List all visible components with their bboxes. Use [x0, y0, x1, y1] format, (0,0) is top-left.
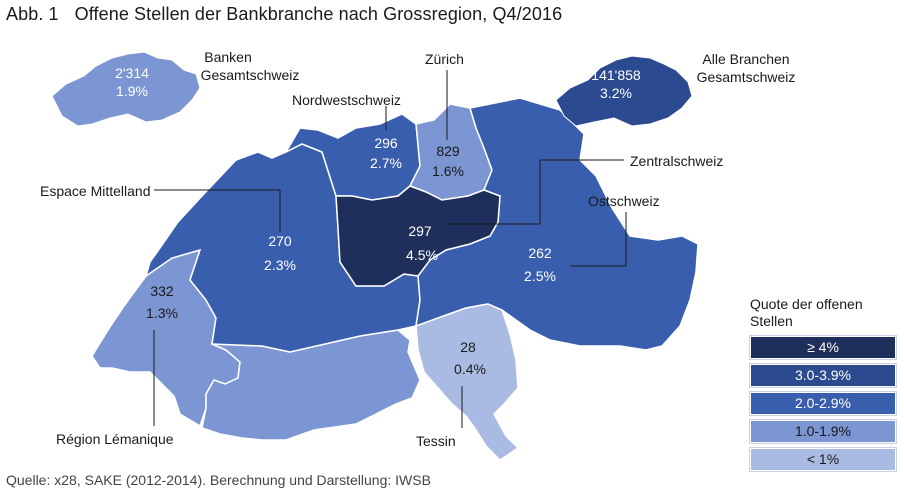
inset-banken-title-2: Gesamtschweiz	[201, 67, 300, 83]
legend-item-3-39: 3.0-3.9%	[749, 363, 897, 388]
inset-banken-map	[51, 51, 201, 127]
label-zentralschweiz: Zentralschweiz	[630, 153, 723, 169]
legend-item-2-29: 2.0-2.9%	[749, 391, 897, 416]
legend: Quote der offenen Stellen ≥ 4% 3.0-3.9% …	[749, 296, 897, 476]
inset-alle-count: 141'858	[591, 67, 641, 83]
label-nordwestschweiz: Nordwestschweiz	[292, 92, 401, 108]
value-rate-zuerich: 1.6%	[432, 163, 464, 179]
value-rate-tessin: 0.4%	[454, 361, 486, 377]
figure-title-text: Offene Stellen der Bankbranche nach Gros…	[74, 4, 563, 24]
value-rate-zentralschweiz: 4.5%	[406, 247, 438, 263]
figure-title: Abb. 1 Offene Stellen der Bankbranche nac…	[6, 4, 562, 25]
label-tessin: Tessin	[416, 433, 456, 449]
value-rate-ostschweiz: 2.5%	[524, 268, 556, 284]
zentralschweiz-shape[interactable]	[335, 185, 501, 287]
source-note: Quelle: x28, SAKE (2012-2014). Berechnun…	[6, 472, 431, 488]
value-count-zuerich: 829	[436, 143, 460, 159]
inset-alle-title-1: Alle Branchen	[702, 51, 789, 67]
legend-item-lt1: < 1%	[749, 447, 897, 472]
legend-title: Quote der offenen Stellen	[750, 296, 863, 329]
inset-alle-title-2: Gesamtschweiz	[697, 69, 796, 85]
label-espace-mittelland: Espace Mittelland	[40, 183, 151, 199]
value-count-region-lemanique: 332	[150, 283, 174, 299]
inset-alle-rate: 3.2%	[600, 85, 632, 101]
legend-item-1-19: 1.0-1.9%	[749, 419, 897, 444]
value-count-tessin: 28	[460, 339, 476, 355]
value-rate-region-lemanique: 1.3%	[146, 305, 178, 321]
inset-alle-map	[555, 55, 693, 127]
label-region-lemanique: Région Lémanique	[56, 431, 174, 447]
value-count-zentralschweiz: 297	[408, 223, 432, 239]
figure-number: Abb. 1	[6, 4, 59, 24]
inset-banken-count: 2'314	[115, 65, 149, 81]
label-zuerich: Zürich	[425, 51, 464, 67]
tessin-shape[interactable]	[415, 303, 520, 461]
inset-banken-title-1: Banken	[204, 49, 251, 65]
value-count-espace-mittelland: 270	[268, 233, 292, 249]
value-count-nordwestschweiz: 296	[374, 135, 398, 151]
value-rate-nordwestschweiz: 2.7%	[370, 155, 402, 171]
value-rate-espace-mittelland: 2.3%	[264, 257, 296, 273]
value-count-ostschweiz: 262	[528, 245, 552, 261]
inset-banken-rate: 1.9%	[116, 83, 148, 99]
legend-item-ge4: ≥ 4%	[749, 335, 897, 360]
label-ostschweiz: Ostschweiz	[588, 193, 660, 209]
